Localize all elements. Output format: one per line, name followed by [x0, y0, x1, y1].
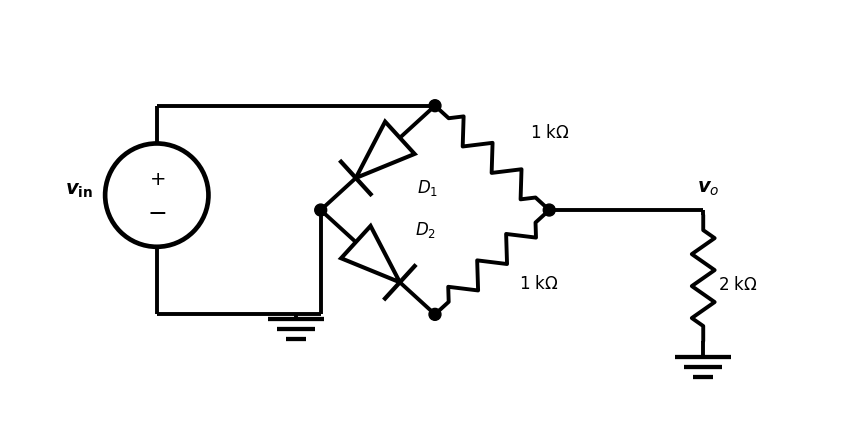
- Text: $D_1$: $D_1$: [417, 178, 438, 198]
- Circle shape: [429, 308, 441, 320]
- Text: 1 k$\Omega$: 1 k$\Omega$: [519, 275, 558, 293]
- Circle shape: [429, 100, 441, 112]
- Text: 1 k$\Omega$: 1 k$\Omega$: [530, 124, 570, 142]
- Text: $\boldsymbol{v}_{\mathbf{in}}$: $\boldsymbol{v}_{\mathbf{in}}$: [66, 181, 93, 200]
- Text: $+$: $+$: [148, 170, 165, 189]
- Text: $-$: $-$: [148, 200, 167, 224]
- Text: 2 k$\Omega$: 2 k$\Omega$: [718, 276, 758, 294]
- Text: $\boldsymbol{v}_o$: $\boldsymbol{v}_o$: [697, 179, 720, 198]
- Text: $D_2$: $D_2$: [415, 220, 436, 240]
- Circle shape: [315, 204, 327, 216]
- Circle shape: [544, 204, 555, 216]
